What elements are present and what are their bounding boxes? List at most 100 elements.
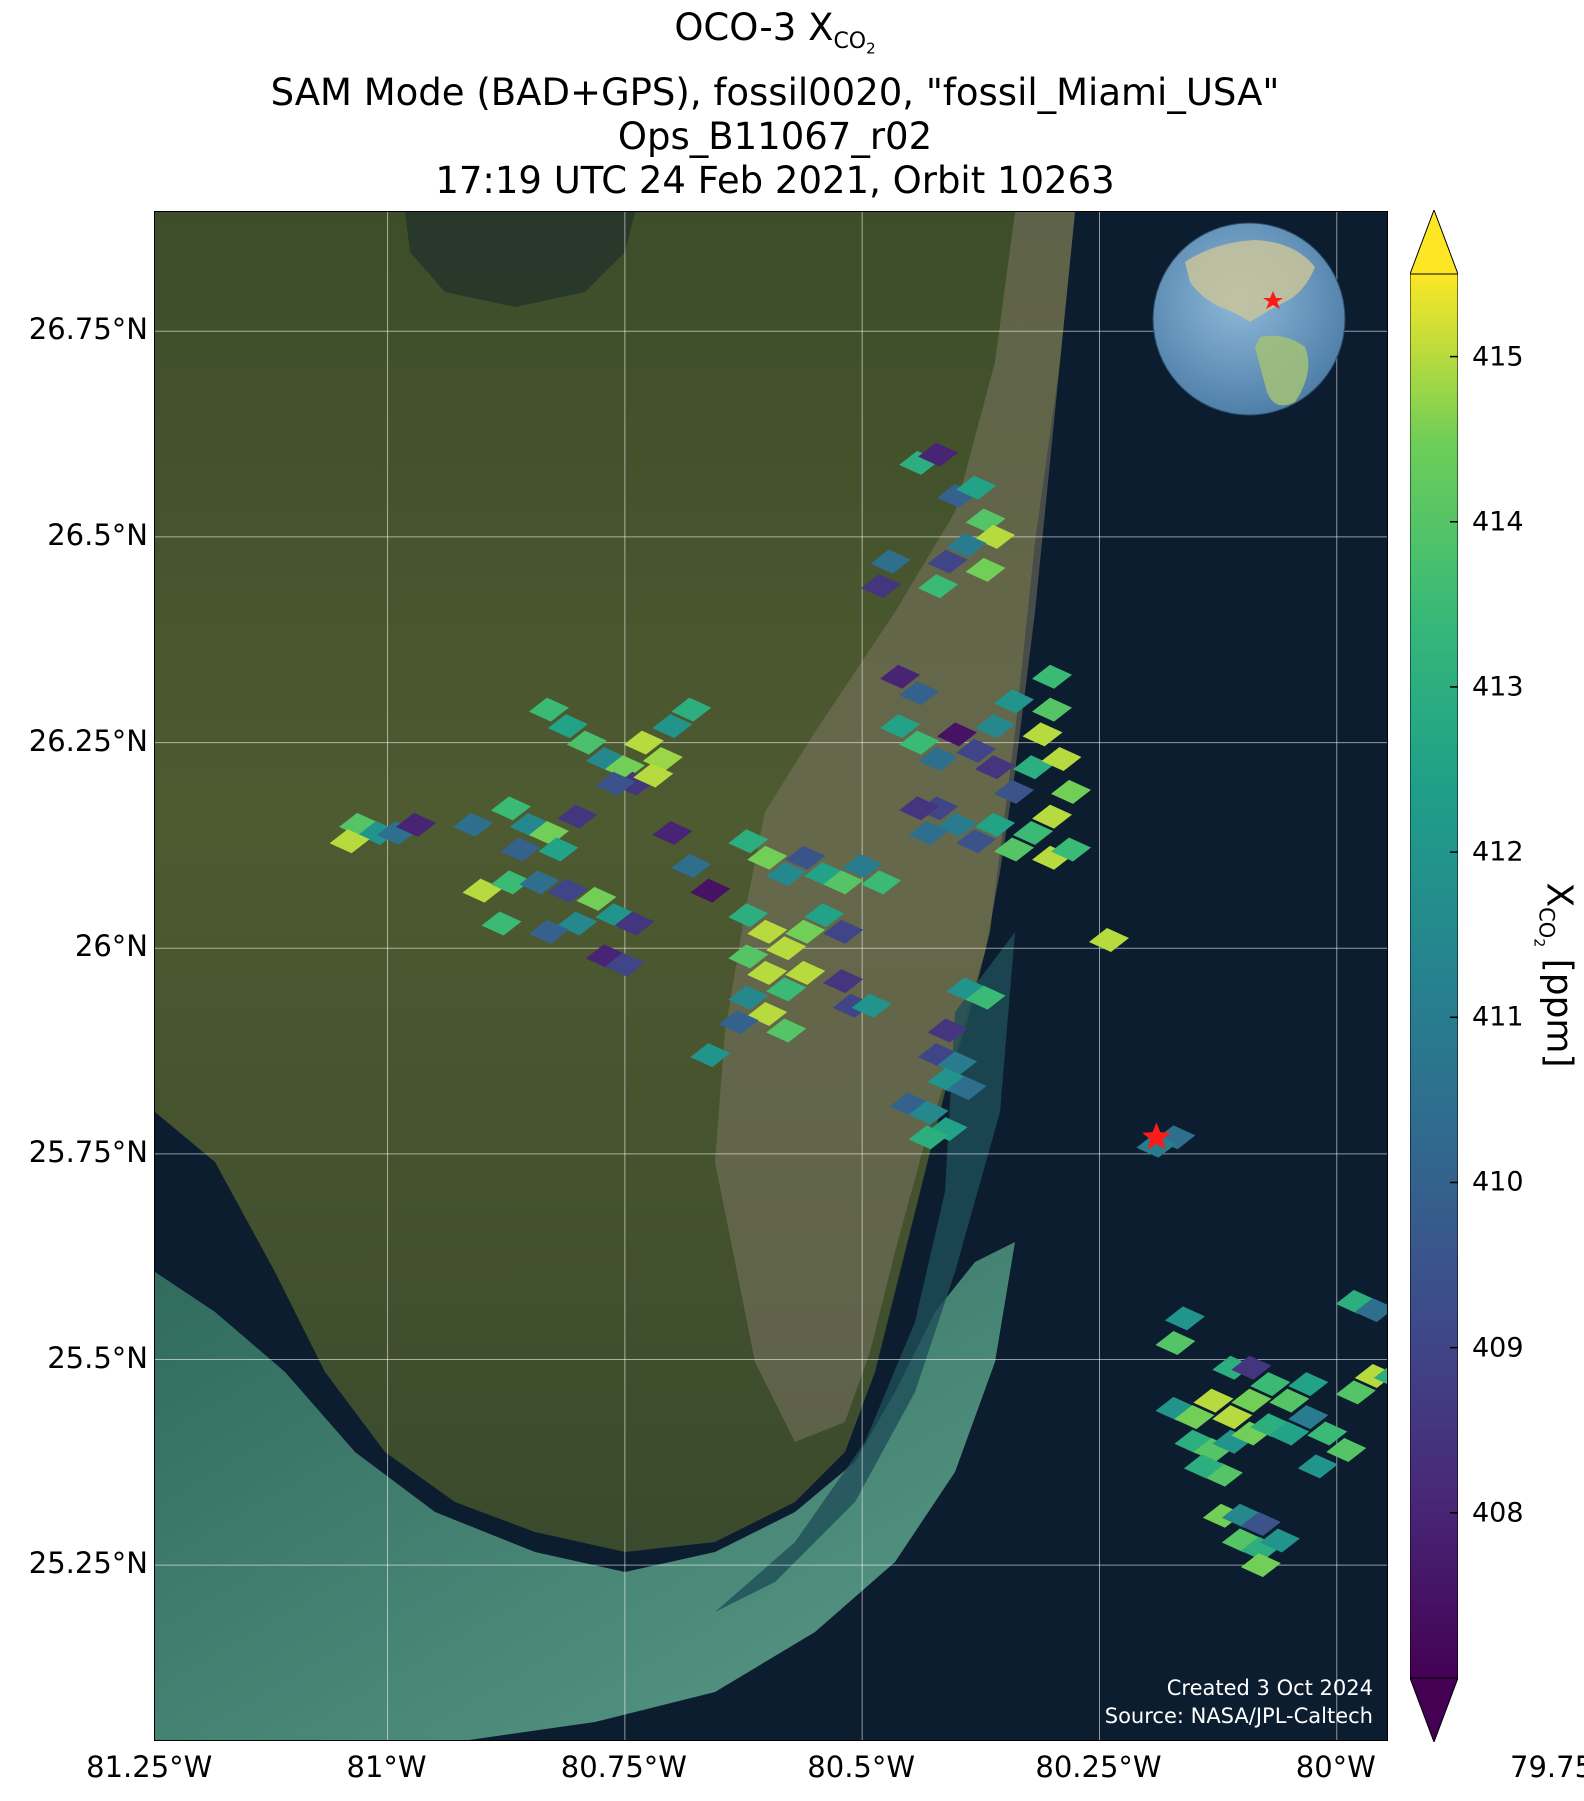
globe-star-icon bbox=[1263, 291, 1283, 309]
title-xco2-main: OCO-3 X bbox=[674, 6, 834, 49]
sounding-footprint bbox=[1288, 1372, 1329, 1397]
colorbar-tick-label: 412 bbox=[1472, 836, 1524, 868]
sounding-footprint bbox=[538, 837, 579, 862]
colorbar-extend-top bbox=[1410, 210, 1458, 275]
sounding-footprint bbox=[785, 845, 826, 870]
sounding-footprint bbox=[671, 853, 712, 878]
sounding-footprint bbox=[1032, 664, 1073, 689]
sounding-footprint bbox=[918, 747, 959, 772]
sounding-footprint bbox=[1240, 1553, 1281, 1578]
colorbar bbox=[1410, 210, 1458, 1742]
sounding-footprint bbox=[595, 771, 636, 796]
sounding-footprint bbox=[1335, 1289, 1376, 1314]
sounding-footprint bbox=[728, 985, 769, 1010]
sounding-footprint bbox=[557, 804, 598, 829]
sounding-footprint bbox=[1326, 1437, 1367, 1462]
sounding-footprint bbox=[766, 1018, 807, 1043]
sounding-footprint bbox=[1174, 1405, 1215, 1430]
title-xco2-sub: CO2 bbox=[833, 29, 875, 57]
lake-okeechobee bbox=[405, 212, 635, 307]
sounding-footprint bbox=[595, 903, 636, 928]
credit-created: Created 3 Oct 2024 bbox=[1166, 1676, 1373, 1700]
sounding-footprint bbox=[975, 812, 1016, 837]
sounding-footprint bbox=[785, 919, 826, 944]
sounding-footprint bbox=[585, 944, 626, 969]
sounding-footprint bbox=[975, 714, 1016, 739]
latitude-tick-label: 25.25°N bbox=[28, 1546, 148, 1581]
sounding-footprint bbox=[1183, 1454, 1224, 1479]
sounding-footprint bbox=[652, 821, 693, 846]
sounding-footprint bbox=[927, 1018, 968, 1043]
latitude-tick-label: 26.5°N bbox=[47, 517, 148, 552]
sounding-footprint bbox=[946, 1076, 987, 1101]
colorbar-extend-bottom bbox=[1410, 1677, 1458, 1742]
sounding-footprint bbox=[1032, 697, 1073, 722]
sounding-footprint bbox=[728, 944, 769, 969]
sounding-footprint bbox=[1307, 1421, 1348, 1446]
sounding-footprint bbox=[918, 1043, 959, 1068]
sounding-footprint bbox=[823, 919, 864, 944]
sounding-footprint bbox=[1288, 1405, 1329, 1430]
sounding-footprint bbox=[1221, 1528, 1262, 1553]
sounding-footprint bbox=[509, 812, 550, 837]
sounding-footprint bbox=[633, 763, 674, 788]
latitude-tick-label: 26.25°N bbox=[28, 723, 148, 758]
sounding-footprint bbox=[1013, 821, 1054, 846]
longitude-tick-label: 79.75°W bbox=[1509, 1750, 1584, 1784]
sounding-footprint bbox=[1231, 1388, 1272, 1413]
sounding-footprint bbox=[1212, 1405, 1253, 1430]
sounding-footprint bbox=[851, 993, 892, 1018]
longitude-tick-label: 81°W bbox=[346, 1750, 427, 1784]
colorbar-tick-label: 413 bbox=[1472, 671, 1524, 703]
map-panel[interactable]: Created 3 Oct 2024 Source: NASA/JPL-Calt… bbox=[154, 211, 1388, 1741]
sounding-footprint bbox=[994, 689, 1035, 714]
cbar-label-unit: [ppm] bbox=[1538, 947, 1580, 1068]
sounding-footprint bbox=[1335, 1380, 1376, 1405]
longitude-tick-label: 80.25°W bbox=[1035, 1750, 1162, 1784]
sounding-footprint bbox=[842, 853, 883, 878]
sounding-footprint bbox=[1088, 927, 1129, 952]
sounding-footprint bbox=[604, 952, 645, 977]
globe-north-america bbox=[1185, 240, 1315, 322]
sounding-footprint bbox=[946, 533, 987, 558]
sounding-footprint bbox=[908, 1125, 949, 1150]
sounding-footprint bbox=[965, 508, 1006, 533]
sounding-footprint bbox=[728, 903, 769, 928]
sounding-footprint bbox=[728, 829, 769, 854]
sounding-footprint bbox=[946, 977, 987, 1002]
sounding-footprint bbox=[671, 697, 712, 722]
sounding-footprint bbox=[1269, 1421, 1310, 1446]
sounding-footprint bbox=[785, 960, 826, 985]
sounding-footprint bbox=[766, 977, 807, 1002]
sounding-footprint bbox=[994, 779, 1035, 804]
sounding-footprint bbox=[528, 919, 569, 944]
sounding-footprint bbox=[490, 796, 531, 821]
sounding-footprint bbox=[566, 730, 607, 755]
sounding-footprint bbox=[937, 722, 978, 747]
sounding-footprint bbox=[1231, 1355, 1272, 1380]
sounding-footprint bbox=[927, 1067, 968, 1092]
cbar-label-co: CO bbox=[1534, 907, 1559, 939]
cbar-label-2: 2 bbox=[1530, 938, 1547, 948]
figure-title: OCO-3 XCO2 SAM Mode (BAD+GPS), fossil002… bbox=[0, 6, 1550, 203]
sounding-footprint bbox=[870, 549, 911, 574]
sounding-footprint bbox=[1032, 804, 1073, 829]
map-canvas[interactable] bbox=[155, 212, 1388, 1741]
sounding-footprint bbox=[899, 730, 940, 755]
sounding-footprint bbox=[690, 1043, 731, 1068]
sounding-footprint bbox=[1354, 1298, 1387, 1323]
sounding-footprint bbox=[1297, 1454, 1338, 1479]
cbar-label-x: X bbox=[1538, 882, 1580, 908]
sounding-footprint bbox=[823, 969, 864, 994]
sounding-footprint bbox=[766, 862, 807, 887]
sounding-footprint bbox=[908, 1100, 949, 1125]
colorbar-body bbox=[1410, 273, 1458, 1679]
sounding-footprint bbox=[690, 878, 731, 903]
xco2-soundings bbox=[329, 442, 1387, 1578]
sounding-footprint bbox=[956, 475, 997, 500]
sounding-footprint bbox=[500, 837, 541, 862]
sounding-footprint bbox=[1164, 1306, 1205, 1331]
sounding-footprint bbox=[918, 442, 959, 467]
sounding-footprint bbox=[1250, 1413, 1291, 1438]
sounding-footprint bbox=[528, 697, 569, 722]
